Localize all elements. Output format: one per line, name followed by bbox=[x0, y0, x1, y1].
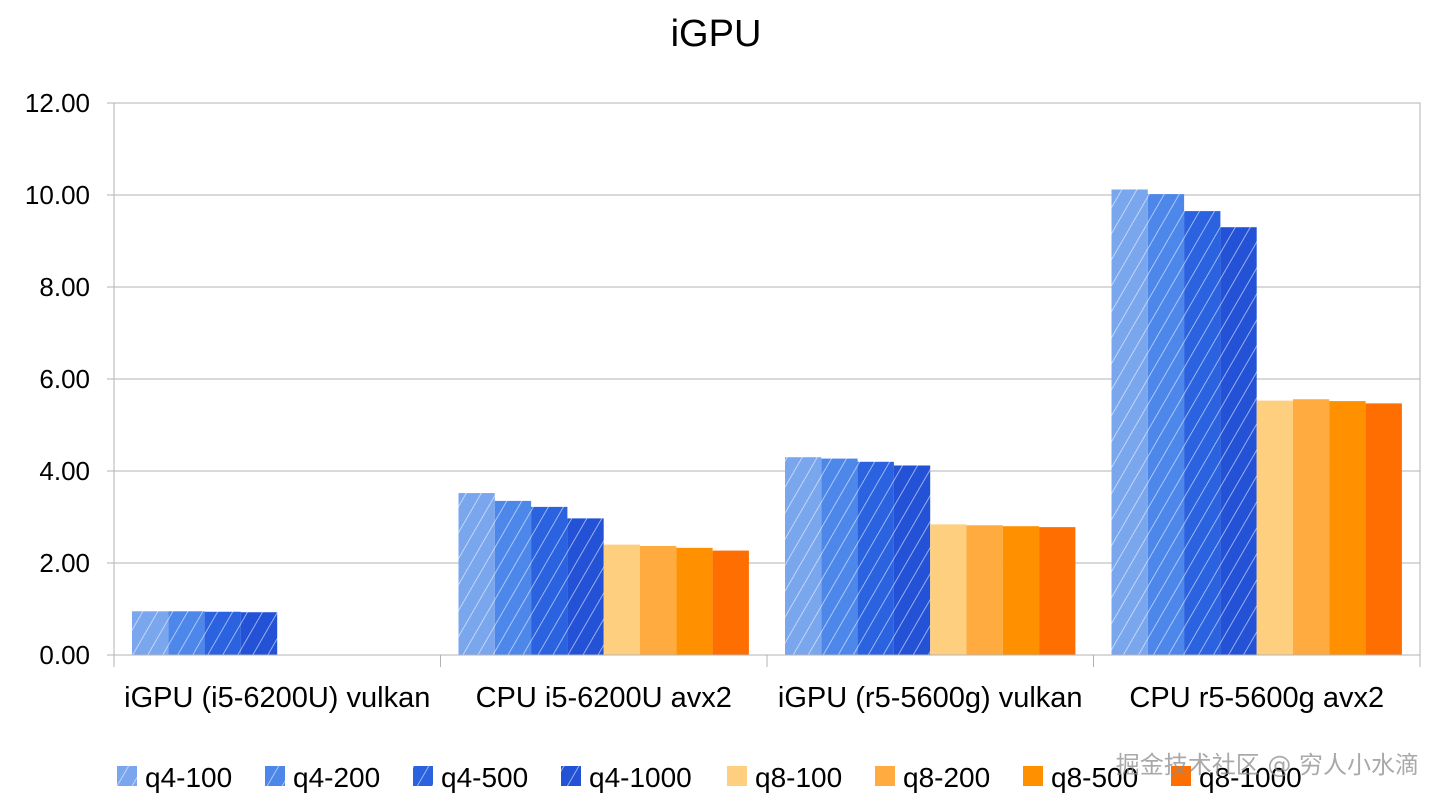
legend-item: q8-100 bbox=[727, 762, 842, 793]
bar bbox=[1220, 227, 1257, 655]
bar bbox=[1002, 526, 1040, 655]
bar bbox=[930, 524, 967, 655]
y-tick-label: 4.00 bbox=[39, 456, 90, 486]
legend-swatch bbox=[1171, 766, 1191, 786]
bar bbox=[893, 465, 931, 655]
legend-item: q8-1000 bbox=[1171, 762, 1302, 793]
x-axis bbox=[113, 654, 1421, 667]
bar bbox=[1256, 400, 1293, 655]
y-tick-label: 12.00 bbox=[25, 88, 90, 118]
legend-label: q4-100 bbox=[145, 762, 232, 793]
legend-item: q8-200 bbox=[875, 762, 990, 793]
legend-swatch bbox=[265, 766, 285, 786]
legend-swatch bbox=[413, 766, 433, 786]
bar bbox=[603, 544, 640, 655]
bar bbox=[1329, 401, 1366, 655]
legend-swatch bbox=[875, 766, 895, 786]
legend: q4-100 q4-200 q4-500 q4-1000 q8-100 q8-200 q8-… bbox=[117, 762, 1302, 793]
chart-title: iGPU bbox=[671, 13, 762, 55]
legend-label: q8-1000 bbox=[1199, 762, 1302, 793]
bar bbox=[1293, 399, 1330, 655]
legend-label: q8-100 bbox=[755, 762, 842, 793]
legend-label: q8-200 bbox=[903, 762, 990, 793]
legend-item: q4-500 bbox=[413, 762, 528, 793]
legend-label: q4-200 bbox=[293, 762, 380, 793]
bar bbox=[494, 500, 532, 655]
watermark: 掘金技术社区 @ 穷人小水滴 bbox=[1115, 751, 1419, 779]
legend-label: q4-500 bbox=[441, 762, 528, 793]
bar bbox=[240, 612, 278, 655]
legend-item: q4-1000 bbox=[561, 762, 692, 793]
bar bbox=[204, 611, 241, 655]
legend-item: q4-200 bbox=[265, 762, 380, 793]
bar bbox=[785, 457, 822, 655]
bar bbox=[640, 545, 677, 655]
bar bbox=[1039, 527, 1076, 655]
bar bbox=[567, 518, 604, 655]
bar bbox=[1111, 189, 1148, 656]
y-tick-label: 10.00 bbox=[25, 180, 90, 210]
bar bbox=[1365, 403, 1402, 655]
legend-swatch bbox=[117, 766, 137, 786]
y-tick-label: 6.00 bbox=[39, 364, 90, 394]
y-axis: 0.00 2.00 4.00 6.00 8.00 10.00 12.00 bbox=[25, 88, 114, 670]
legend-swatch bbox=[727, 766, 747, 786]
bar bbox=[1184, 211, 1221, 655]
bar bbox=[712, 550, 749, 655]
x-tick-label: iGPU (r5-5600g) vulkan bbox=[778, 682, 1083, 714]
x-axis-labels: iGPU (i5-6200U) vulkan CPU i5-6200U avx2 i… bbox=[124, 682, 1384, 714]
y-tick-label: 0.00 bbox=[39, 640, 90, 670]
bar bbox=[531, 506, 568, 655]
bar bbox=[1147, 194, 1185, 655]
legend-swatch bbox=[561, 766, 581, 786]
bar bbox=[132, 611, 169, 655]
legend-label: q4-1000 bbox=[589, 762, 692, 793]
y-tick-label: 8.00 bbox=[39, 272, 90, 302]
bar bbox=[676, 547, 713, 655]
bar bbox=[821, 458, 858, 655]
y-tick-label: 2.00 bbox=[39, 548, 90, 578]
bar bbox=[458, 493, 495, 655]
legend-label: q8-500 bbox=[1051, 762, 1138, 793]
bar bbox=[966, 525, 1003, 655]
x-tick-label: iGPU (i5-6200U) vulkan bbox=[124, 682, 430, 714]
bar bbox=[857, 461, 894, 655]
legend-item: q8-500 bbox=[1023, 762, 1138, 793]
legend-swatch bbox=[1023, 766, 1043, 786]
legend-item: q4-100 bbox=[117, 762, 232, 793]
x-tick-label: CPU r5-5600g avx2 bbox=[1129, 682, 1384, 714]
bars bbox=[132, 189, 1402, 656]
x-tick-label: CPU i5-6200U avx2 bbox=[476, 682, 732, 714]
bar bbox=[168, 611, 205, 655]
